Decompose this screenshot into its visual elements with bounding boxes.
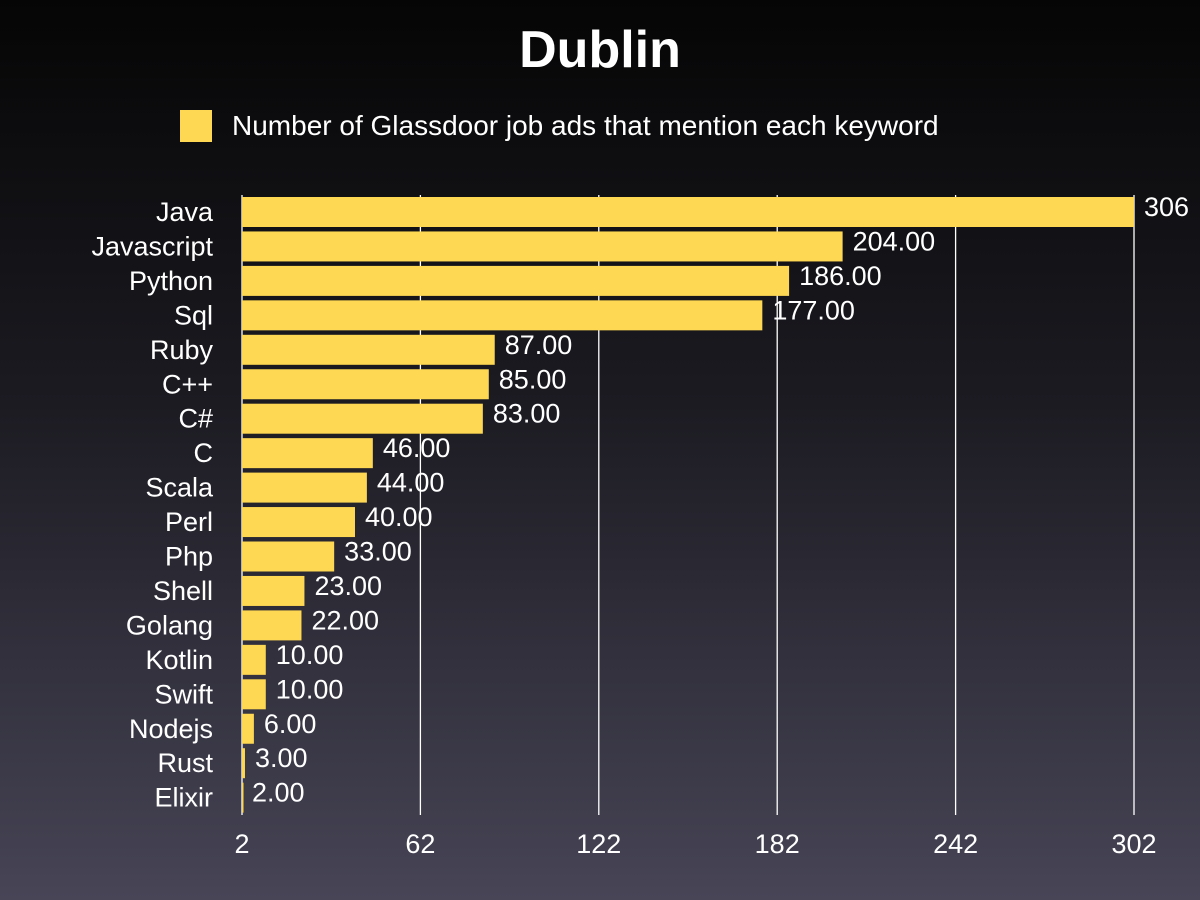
x-tick-label: 2 [234, 829, 249, 859]
bar [242, 265, 790, 296]
data-label: 3.00 [255, 743, 308, 773]
x-tick-label: 302 [1111, 829, 1156, 859]
data-label: 10.00 [276, 674, 344, 704]
category-label: Perl [165, 507, 213, 537]
bar [242, 472, 367, 503]
bar [242, 438, 373, 469]
data-label: 87.00 [505, 330, 573, 360]
bar [242, 713, 254, 744]
legend-swatch [180, 110, 212, 142]
category-label: C# [178, 404, 213, 434]
x-tick-label: 62 [405, 829, 435, 859]
bar [242, 300, 763, 331]
bar [242, 679, 266, 710]
category-label: Nodejs [129, 714, 213, 744]
bar [242, 197, 1134, 227]
x-tick-label: 182 [755, 829, 800, 859]
data-label: 83.00 [493, 399, 561, 429]
bar [242, 610, 302, 641]
bar [242, 541, 335, 572]
data-label: 33.00 [344, 537, 412, 567]
bar [242, 748, 245, 779]
category-label: Ruby [150, 335, 214, 365]
bar [242, 231, 843, 262]
category-label: Scala [145, 473, 214, 503]
category-label: Sql [174, 300, 213, 330]
data-label: 6.00 [264, 709, 317, 739]
bar [242, 334, 495, 365]
data-label: 85.00 [499, 364, 567, 394]
bar [242, 403, 483, 434]
category-label: Javascript [91, 231, 213, 261]
data-label: 23.00 [314, 571, 382, 601]
bar [242, 644, 266, 675]
bar [242, 507, 355, 538]
category-label: Rust [157, 748, 213, 778]
category-label: C [194, 438, 214, 468]
category-label: C++ [162, 369, 213, 399]
x-tick-label: 242 [933, 829, 978, 859]
data-label: 10.00 [276, 640, 344, 670]
chart-title: Dublin [519, 21, 681, 79]
data-label: 44.00 [377, 468, 445, 498]
data-label: 186.00 [799, 261, 882, 291]
legend-label: Number of Glassdoor job ads that mention… [232, 110, 939, 141]
x-tick-label: 122 [576, 829, 621, 859]
legend: Number of Glassdoor job ads that mention… [180, 108, 939, 144]
category-label: Java [156, 197, 214, 227]
bar [242, 782, 244, 813]
data-label: 204.00 [853, 226, 936, 256]
category-label: Kotlin [145, 645, 213, 675]
category-label: Python [129, 266, 213, 296]
bar [242, 369, 489, 400]
data-label: 177.00 [772, 295, 855, 325]
category-label: Elixir [155, 783, 214, 813]
data-label: 46.00 [383, 433, 451, 463]
category-label: Golang [126, 610, 213, 640]
data-label: 40.00 [365, 502, 433, 532]
data-label: 22.00 [311, 605, 379, 635]
category-label: Shell [153, 576, 213, 606]
bar [242, 575, 305, 606]
data-label: 2.00 [252, 778, 305, 808]
category-label: Swift [154, 679, 213, 709]
category-label: Php [165, 542, 213, 572]
data-label: 306 [1144, 192, 1189, 222]
